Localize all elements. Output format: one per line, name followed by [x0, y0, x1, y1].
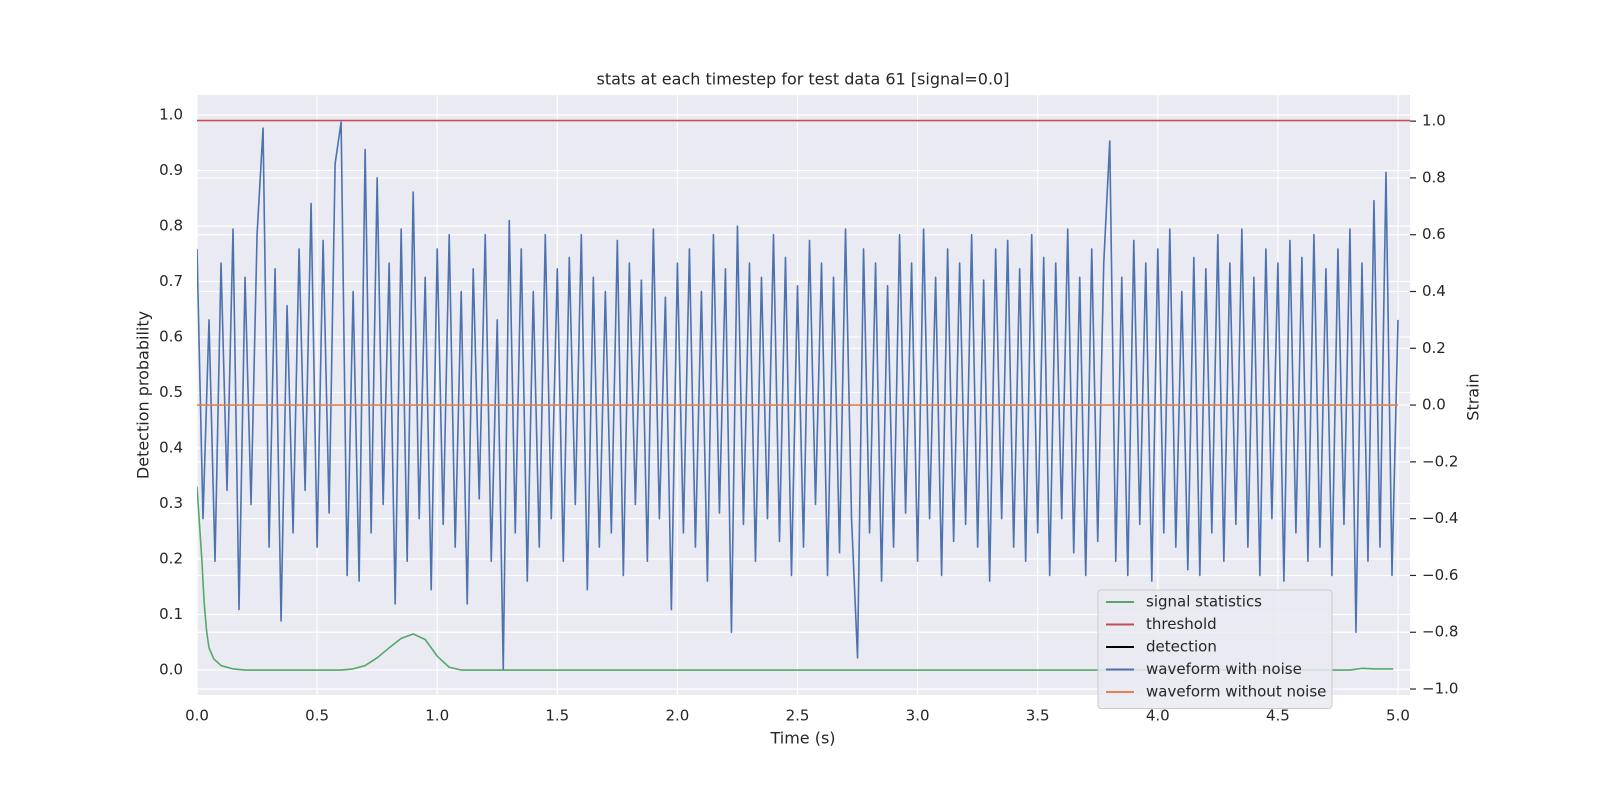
axes: 0.0 0.5 1.0 1.5 2.0 2.5 3.0 3.5 4.0 4.5 5.0 0.0 0.1 0… — [159, 105, 1458, 724]
y2-tick-label: 0.8 — [1422, 168, 1446, 186]
y2-axis-label: Strain — [1464, 373, 1483, 420]
x-tick-label: 2.5 — [786, 707, 810, 725]
legend-label: waveform without noise — [1146, 683, 1326, 701]
legend-box — [1097, 589, 1333, 709]
x-tick-label: 1.5 — [545, 707, 569, 725]
y2-tick-label: −0.6 — [1422, 566, 1458, 584]
chart-title: stats at each timestep for test data 61 … — [597, 70, 1010, 89]
lines — [197, 119, 1410, 671]
x-tick-label: 2.0 — [665, 707, 689, 725]
y-tick-label: 0.5 — [159, 383, 183, 401]
series-line — [197, 121, 1399, 670]
y-tick-label: 1.0 — [159, 105, 183, 123]
y2-tick-label: −0.8 — [1422, 623, 1458, 641]
legend-label: detection — [1146, 638, 1217, 656]
x-tick-label: 4.0 — [1146, 707, 1170, 725]
legend: signal statistics threshold detection wavef… — [1097, 589, 1333, 709]
y-axis-label: Detection probability — [134, 311, 153, 479]
y-tick-label: 0.6 — [159, 327, 183, 345]
y2-tick-label: −1.0 — [1422, 680, 1458, 698]
legend-label: waveform with noise — [1146, 660, 1302, 678]
x-tick-label: 5.0 — [1386, 707, 1410, 725]
y2-tick-label: 0.6 — [1422, 225, 1446, 243]
y2-tick-label: 1.0 — [1422, 112, 1446, 130]
x-tick-label: 3.5 — [1026, 707, 1050, 725]
x-tick-label: 4.5 — [1266, 707, 1290, 725]
y-tick-label: 0.1 — [159, 605, 183, 623]
x-tick-label: 0.5 — [305, 707, 329, 725]
y-tick-label: 0.7 — [159, 272, 183, 290]
y-tick-label: 0.2 — [159, 550, 183, 568]
legend-label: signal statistics — [1146, 593, 1262, 611]
y-tick-label: 0.9 — [159, 161, 183, 179]
y2-tick-label: 0.0 — [1422, 396, 1446, 414]
y-tick-label: 0.0 — [159, 661, 183, 679]
y2-tick-label: −0.4 — [1422, 509, 1458, 527]
series-line — [197, 486, 1394, 671]
x-tick-label: 0.0 — [185, 707, 209, 725]
x-tick-label: 1.0 — [425, 707, 449, 725]
y-tick-label: 0.8 — [159, 216, 183, 234]
x-tick-label: 3.0 — [906, 707, 930, 725]
y2-tick-label: 0.4 — [1422, 282, 1446, 300]
legend-label: threshold — [1146, 615, 1217, 633]
y-tick-label: 0.4 — [159, 439, 183, 457]
y2-tick-label: −0.2 — [1422, 452, 1458, 470]
y2-tick-label: 0.2 — [1422, 339, 1446, 357]
x-axis-label: Time (s) — [769, 729, 835, 748]
y-tick-label: 0.3 — [159, 494, 183, 512]
